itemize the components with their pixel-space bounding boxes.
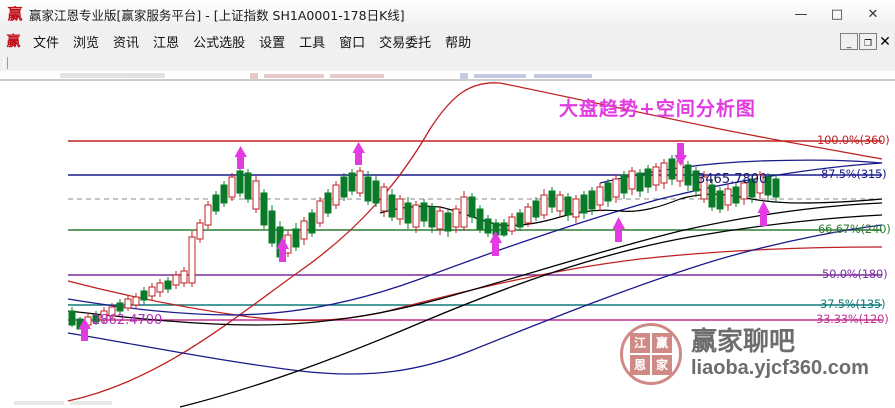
- gann-label-3333: 33.33%(120): [816, 312, 889, 326]
- marker-arrow-up-5: [489, 231, 502, 256]
- high-price-label: 3465.7800: [697, 172, 768, 187]
- candle-group-consolidation-left: [372, 175, 508, 239]
- seal-logo-icon: 江 赢 恩 家: [620, 323, 682, 385]
- watermark-url: liaoba.yjcf360.com: [691, 357, 869, 380]
- fan-curve-red-top: [499, 82, 883, 160]
- gann-label-50: 50.0%(180): [822, 267, 888, 281]
- low-price-label: 2862.4700: [92, 313, 163, 328]
- menu-logo-icon: 赢: [6, 33, 21, 50]
- chart-annotation-title: 大盘趋势+空间分析图: [559, 98, 756, 120]
- menu-item-news[interactable]: 资讯: [113, 36, 140, 51]
- gann-label-6667: 66.67%(240): [818, 222, 891, 236]
- chart-plot: [0, 73, 895, 408]
- candle-group-second-rally: [300, 167, 372, 245]
- chart-header-ghost: [60, 73, 592, 79]
- ma-line-black: [379, 193, 883, 227]
- marker-arrow-down-1: [674, 143, 687, 166]
- marker-arrow-up-6: [612, 217, 625, 242]
- menu-item-formula-stock-pick[interactable]: 公式选股: [193, 36, 246, 51]
- mdi-restore-button[interactable]: ❐: [859, 33, 877, 50]
- close-button[interactable]: ✕: [867, 6, 879, 22]
- menu-item-help[interactable]: 帮助: [445, 36, 472, 51]
- seal-char-2: 赢: [652, 333, 672, 353]
- candlestick-series: [68, 155, 780, 330]
- marker-arrow-up-4: [352, 142, 365, 165]
- watermark: 江 赢 恩 家 赢家聊吧 liaoba.yjcf360.com: [620, 323, 869, 385]
- marker-arrow-up-7: [757, 201, 770, 226]
- menu-item-window[interactable]: 窗口: [339, 36, 366, 51]
- mdi-minimize-button[interactable]: _: [840, 33, 858, 50]
- watermark-texts: 赢家聊吧 liaoba.yjcf360.com: [691, 326, 869, 380]
- marker-arrow-up-1: [78, 318, 91, 341]
- gann-fan-curves: [67, 82, 883, 408]
- toolbar-drag-handle[interactable]: [3, 57, 8, 69]
- gann-label-875: 87.5%(315): [821, 167, 887, 181]
- fan-curve-red-rising: [67, 82, 501, 402]
- chart-canvas[interactable]: 100.0%(360) 87.5%(315) 66.67%(240) 50.0%…: [0, 71, 895, 408]
- mdi-window-controls: _ ❐ ✕: [840, 33, 892, 50]
- menu-item-file[interactable]: 文件: [33, 36, 60, 51]
- toolbar[interactable]: [0, 55, 895, 72]
- candle-group-recovery: [508, 175, 620, 235]
- gann-label-100: 100.0%(360): [817, 133, 890, 147]
- chart-footer-ghost: [14, 401, 112, 405]
- window-title: 赢家江恩专业版[赢家服务平台] - [上证指数 SH1A0001-178日K线]: [29, 7, 405, 23]
- menu-item-browse[interactable]: 浏览: [73, 36, 100, 51]
- fan-curve-navy-low: [67, 224, 883, 375]
- menu-item-tools[interactable]: 工具: [299, 36, 326, 51]
- candle-group-right: [700, 171, 780, 213]
- menu-item-settings[interactable]: 设置: [259, 36, 286, 51]
- seal-char-3: 恩: [630, 355, 650, 375]
- seal-char-4: 家: [652, 355, 672, 375]
- title-bar: 赢 赢家江恩专业版[赢家服务平台] - [上证指数 SH1A0001-178日K…: [0, 0, 895, 29]
- gann-level-lines: [68, 140, 882, 321]
- gann-label-375: 37.5%(135): [820, 297, 886, 311]
- maximize-button[interactable]: □: [830, 6, 844, 22]
- app-logo-icon: 赢: [7, 4, 23, 23]
- fan-curve-black-low: [179, 214, 883, 408]
- fan-curve-navy-top: [599, 159, 883, 184]
- fan-curve-black: [67, 202, 883, 326]
- menu-bar: 赢 文件 浏览 资讯 江恩 公式选股 设置 工具 窗口 交易委托 帮助 _ ❐ …: [0, 28, 895, 56]
- menu-item-gann[interactable]: 江恩: [153, 36, 180, 51]
- marker-arrow-up-3: [276, 237, 289, 262]
- candle-group-top: [620, 155, 700, 199]
- window-controls: — □ ✕: [783, 0, 895, 28]
- candle-group-pullback: [252, 175, 300, 261]
- fan-curve-red-low: [379, 246, 883, 314]
- signal-markers: [78, 142, 770, 341]
- marker-arrow-up-2: [234, 146, 247, 169]
- menu-item-trade[interactable]: 交易委托: [379, 36, 432, 51]
- watermark-brand: 赢家聊吧: [691, 326, 796, 357]
- seal-char-1: 江: [630, 333, 650, 353]
- mdi-close-button[interactable]: ✕: [879, 33, 891, 50]
- candle-group-rally: [188, 167, 252, 287]
- candle-group-base: [68, 267, 188, 330]
- minimize-button[interactable]: —: [794, 6, 808, 22]
